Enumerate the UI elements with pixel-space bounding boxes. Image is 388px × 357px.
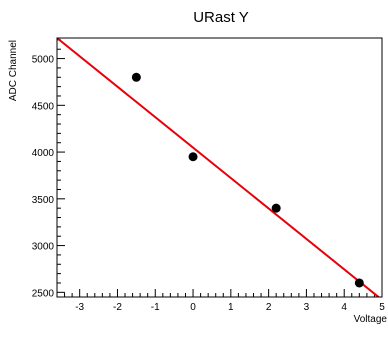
- data-point: [131, 72, 141, 82]
- y-tick-label: 2500: [32, 288, 55, 299]
- points-layer: [131, 72, 364, 288]
- y-tick-label: 4000: [32, 148, 55, 159]
- x-tick-label: 1: [228, 302, 234, 313]
- x-tick-label: 5: [379, 302, 385, 313]
- x-tick-label: -3: [75, 302, 84, 313]
- fit-layer: [57, 38, 381, 297]
- data-point: [188, 152, 198, 162]
- y-tick-label: 3000: [32, 242, 55, 253]
- y-tick-label: 4500: [32, 101, 55, 112]
- x-tick-label: 0: [190, 302, 196, 313]
- data-point: [354, 278, 364, 288]
- x-tick-label: 4: [341, 302, 347, 313]
- x-axis-label: Voltage: [354, 314, 388, 325]
- chart-title: URast Y: [193, 9, 249, 26]
- fit-line: [57, 38, 381, 297]
- data-point: [271, 203, 281, 213]
- y-tick-label: 3500: [32, 195, 55, 206]
- x-tick-label: -1: [151, 302, 160, 313]
- plot-frame: [56, 37, 383, 298]
- x-tick-label: 3: [304, 302, 310, 313]
- axis-ticks: -3 -2 -1 0 1 2 3 4 5 2500 3000 3500 4000 4500 5000: [32, 39, 385, 313]
- x-tick-label: 2: [266, 302, 272, 313]
- y-tick-label: 5000: [32, 55, 55, 66]
- x-tick-label: -2: [113, 302, 122, 313]
- y-axis-label: ADC Channel: [8, 40, 19, 101]
